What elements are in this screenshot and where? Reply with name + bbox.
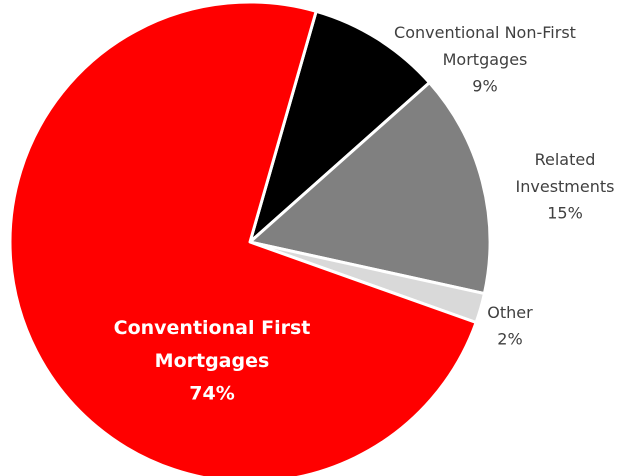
pie-slice: [248, 9, 431, 244]
label-line: Related: [535, 150, 596, 169]
label-line: Mortgages: [155, 350, 270, 372]
label-line: Investments: [516, 177, 615, 196]
slice-label: Related Investments: [516, 150, 615, 196]
slice-label: Other: [487, 303, 533, 322]
slice-label: Conventional First Mortgages: [114, 317, 311, 372]
slice-label: Conventional Non-First Mortgages: [394, 23, 576, 69]
slice-value-label: 74%: [189, 383, 234, 405]
label-line: Conventional First: [114, 317, 311, 339]
slice-value-label: 2%: [497, 330, 522, 349]
slice-value-label: 15%: [547, 204, 583, 223]
pie-slice: [8, 0, 478, 476]
label-line: Other: [487, 303, 533, 322]
label-line: Mortgages: [443, 50, 528, 69]
pie-slice: [248, 81, 492, 296]
slice-value-label: 9%: [472, 77, 497, 96]
label-line: Conventional Non-First: [394, 23, 576, 42]
